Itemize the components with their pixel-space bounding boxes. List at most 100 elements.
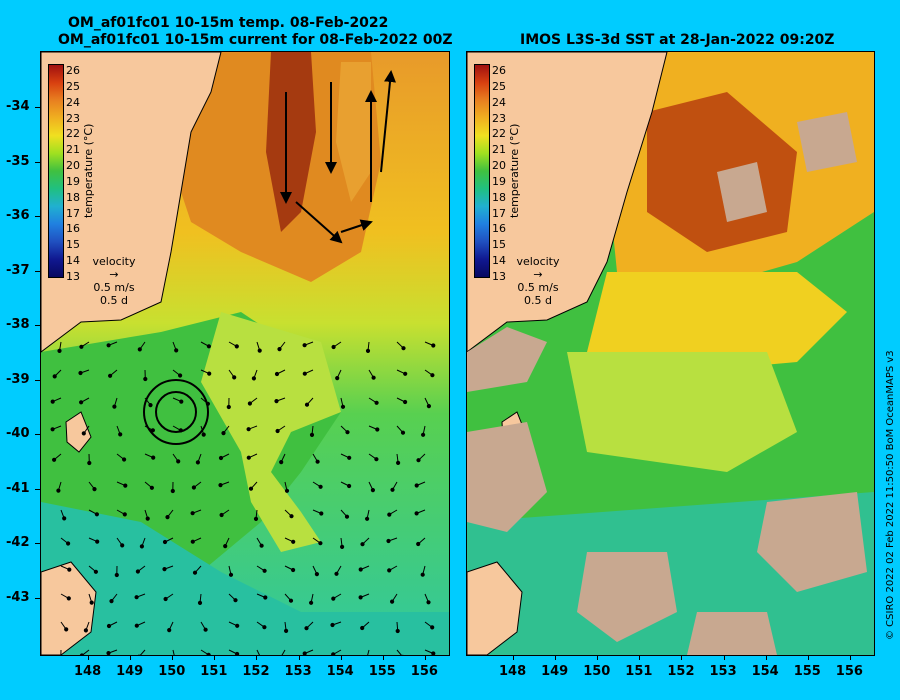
lon-tick-label: 151: [200, 664, 228, 679]
current-arrow-head: [403, 371, 408, 376]
current-arrow: [139, 649, 146, 655]
current-arrow-head: [330, 622, 335, 628]
current-arrow-head: [235, 651, 240, 655]
current-arrow-head: [414, 483, 419, 488]
current-arrow-head: [344, 514, 350, 519]
current-arrow-head: [114, 572, 119, 578]
current-arrow-head: [347, 483, 352, 489]
current-arrow-head: [251, 376, 256, 381]
lon-tick-mark: [513, 655, 514, 660]
right-title: IMOS L3S-3d SST at 28-Jan-2022 09:20Z: [520, 32, 835, 48]
colorbar-tick-label: 20: [492, 159, 506, 173]
current-arrow-head: [167, 628, 172, 633]
colorbar-tick-label: 26: [66, 64, 80, 77]
current-arrow-head: [201, 432, 206, 437]
current-arrow-head: [247, 401, 252, 406]
colorbar-tick-label: 17: [492, 206, 506, 220]
lon-tick-label: 156: [835, 664, 863, 679]
current-arrow: [172, 649, 175, 655]
lon-tick-label: 151: [625, 664, 653, 679]
current-arrow-head: [390, 487, 395, 492]
colorbar-tick-label: 18: [492, 190, 506, 204]
current-arrow-head: [262, 568, 267, 573]
current-arrow-head: [403, 399, 408, 405]
current-arrow-head: [262, 625, 267, 630]
current-arrow-head: [92, 487, 97, 492]
current-arrow-head: [319, 511, 324, 516]
current-arrow-head: [50, 399, 55, 404]
lon-tick-label: 156: [410, 664, 438, 679]
current-arrow-head: [416, 458, 421, 463]
current-arrow-head: [205, 401, 210, 406]
current-arrow: [396, 649, 402, 655]
current-arrow-head: [174, 348, 179, 353]
colorbar-tick-label: 20: [66, 159, 80, 173]
current-arrow-head: [340, 404, 346, 409]
lat-tick-mark: [35, 434, 40, 435]
lon-tick-label: 152: [242, 664, 270, 679]
current-arrow-head: [246, 427, 251, 432]
current-arrow-head: [162, 567, 167, 572]
lon-tick-mark: [130, 655, 132, 660]
current-arrow-head: [50, 427, 55, 432]
current-arrow-head: [387, 568, 392, 573]
current-arrow-head: [345, 430, 350, 435]
right-velocity-key: velocity → 0.5 m/s 0.5 d: [508, 255, 568, 307]
colorbar-tick-label: 18: [66, 190, 80, 204]
current-arrow-head: [134, 595, 139, 600]
current-arrow-head: [226, 404, 231, 410]
colorbar-tick-label: 25: [66, 79, 80, 93]
velocity-key-arrow: →: [109, 268, 119, 281]
lon-tick-label: 148: [499, 664, 527, 679]
current-arrow-head: [371, 375, 376, 380]
satellite-map-graphic: [467, 52, 874, 655]
current-arrow-head: [277, 347, 282, 352]
current-arrow-head: [431, 343, 436, 348]
current-arrow-head: [122, 457, 127, 462]
current-arrow-head: [218, 483, 223, 488]
current-arrow-head: [331, 596, 336, 601]
current-arrow-head: [148, 403, 153, 408]
current-arrow-head: [358, 595, 363, 600]
current-arrow-head: [246, 455, 251, 460]
lat-tick-label: -43: [6, 589, 30, 605]
current-arrow-head: [340, 544, 345, 549]
current-arrow-head: [253, 516, 259, 521]
current-arrow-head: [396, 460, 401, 465]
current-arrow-head: [219, 512, 224, 518]
colorbar-tick-label: 24: [66, 95, 80, 109]
lat-tick-label: -41: [6, 480, 30, 496]
current-arrow-head: [162, 539, 168, 545]
current-arrow-head: [275, 428, 280, 434]
current-arrow-head: [374, 457, 379, 462]
current-arrow-head: [284, 628, 289, 634]
current-arrow-head: [414, 511, 419, 516]
current-arrow-head: [52, 457, 57, 462]
current-arrow-head: [221, 431, 226, 436]
lat-tick-label: -35: [6, 153, 30, 169]
current-arrow-head: [109, 599, 114, 604]
current-arrow-head: [52, 374, 57, 379]
lon-tick-mark: [424, 655, 426, 660]
current-arrow-head: [135, 569, 141, 574]
lon-tick-mark: [723, 655, 725, 660]
current-arrow-head: [360, 625, 365, 631]
current-arrow-head: [134, 623, 139, 628]
current-arrow-head: [395, 628, 400, 634]
current-arrow-head: [279, 460, 284, 465]
current-arrow-head: [374, 400, 379, 405]
current-arrow-head: [64, 627, 69, 632]
current-arrow-head: [118, 432, 123, 437]
lon-tick-label: 150: [158, 664, 186, 679]
current-arrow-head: [263, 595, 268, 600]
left-velocity-key: velocity → 0.5 m/s 0.5 d: [84, 255, 144, 307]
current-arrow-head: [87, 460, 92, 466]
lon-tick-mark: [382, 655, 384, 660]
right-colorbar-label: temperature (°C): [508, 123, 521, 218]
credit-text: © CSIRO 2022 02 Feb 2022 11:50:50 BoM Oc…: [885, 350, 896, 640]
current-arrow-head: [137, 347, 142, 352]
current-arrow-head: [291, 567, 296, 573]
current-arrow-head: [139, 544, 145, 549]
left-colorbar-label: temperature (°C): [82, 123, 95, 218]
lon-tick-label: 150: [583, 664, 611, 679]
